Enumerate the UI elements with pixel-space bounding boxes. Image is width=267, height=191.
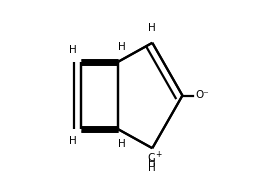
- Text: +: +: [155, 150, 162, 159]
- Text: H: H: [148, 23, 156, 33]
- Text: H: H: [69, 45, 77, 55]
- Text: H: H: [147, 163, 155, 173]
- Text: O⁻: O⁻: [196, 91, 209, 100]
- Text: H: H: [69, 136, 77, 146]
- Text: H: H: [119, 139, 126, 149]
- Text: C: C: [148, 153, 155, 163]
- Text: H: H: [148, 158, 156, 168]
- Text: H: H: [119, 42, 126, 52]
